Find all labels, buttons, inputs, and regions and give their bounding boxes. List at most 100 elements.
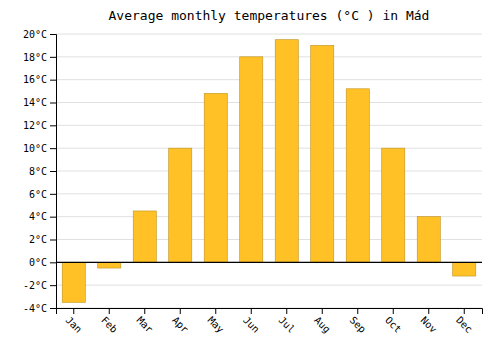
y-tick-label: 2°C [29,234,47,245]
y-tick-mark [50,285,56,286]
y-tick-mark [50,148,56,149]
y-tick-mark [50,240,56,241]
bar [169,148,192,262]
x-tick: Dec [454,308,475,335]
y-tick-label: 4°C [29,211,47,222]
bar [453,262,476,276]
x-tick-label: Jun [241,314,262,335]
bar [98,262,121,268]
grid-line [56,171,482,172]
x-tick-label: Sep [347,314,368,335]
y-axis: -4°C -2°C 0°C 2°C 4°C 6°C 8°C 10°C 12°C 14°C 16°C 1… [23,29,57,314]
y-tick-label: 14°C [23,97,47,108]
bar [62,262,85,302]
bar [240,57,263,262]
bar [346,89,369,263]
y-tick-label: 10°C [23,143,47,154]
x-tick: May [205,308,226,335]
grid [56,34,482,308]
x-tick: Oct [383,308,404,335]
x-tick-label: Nov [418,314,439,335]
y-tick-mark [50,125,56,126]
y-tick-mark [50,103,56,104]
x-tick-mark [464,308,465,314]
grid-line [56,148,482,149]
x-tick: Nov [418,308,439,335]
bar [311,45,334,262]
y-tick: 0°C [29,257,56,268]
x-tick-label: Apr [170,314,191,335]
plot-area: -4°C -2°C 0°C 2°C 4°C 6°C 8°C 10°C 12°C 14°C 16°C 1… [23,29,483,335]
grid-line [56,125,482,126]
x-tick-label: Aug [312,314,333,335]
bar [382,148,405,262]
chart-container: -4°C -2°C 0°C 2°C 4°C 6°C 8°C 10°C 12°C 14°C 16°C 1… [0,0,500,350]
x-tick-mark [393,308,394,314]
x-tick-label: Feb [99,314,120,335]
x-tick-mark [73,308,74,314]
bar [417,217,440,263]
y-tick: 6°C [29,189,56,200]
bar [133,211,156,262]
x-tick-mark [180,308,181,314]
y-tick: 4°C [29,211,56,222]
y-tick: 18°C [23,52,56,63]
x-tick: Jul [276,308,297,335]
grid-line [56,262,482,263]
x-axis: Jan Feb Mar Apr May Jun Jul Aug Sep Oct Nov Dec [57,308,483,335]
x-tick-label: Jan [63,314,84,335]
y-tick-label: 0°C [29,257,47,268]
y-tick: 12°C [23,120,56,131]
y-tick-mark [50,34,56,35]
y-tick-label: 18°C [23,52,47,63]
y-tick: 10°C [23,143,56,154]
y-tick: -4°C [23,303,56,314]
bar [275,40,298,263]
y-tick-mark [50,194,56,195]
x-tick: Mar [134,308,155,335]
y-tick-label: 6°C [29,189,47,200]
grid-line [56,193,482,194]
x-tick-mark [251,308,252,314]
chart-svg: -4°C -2°C 0°C 2°C 4°C 6°C 8°C 10°C 12°C 14°C 16°C 1… [0,0,500,350]
x-tick-mark [286,308,287,314]
x-tick-mark [144,308,145,314]
x-tick: Apr [170,308,191,335]
x-tick-mark [322,308,323,314]
x-tick-label: May [205,314,226,335]
y-tick-mark [50,57,56,58]
x-tick-label: Dec [454,314,475,335]
y-axis-line [50,35,57,309]
x-tick: Jun [241,308,262,335]
x-tick-label: Oct [383,314,404,335]
x-tick-mark [428,308,429,314]
y-tick-label: 20°C [23,29,47,40]
y-tick-mark [50,80,56,81]
grid-line [56,285,482,286]
y-tick-label: 12°C [23,120,47,131]
y-tick-mark [50,308,56,309]
x-tick-mark [215,308,216,314]
y-tick-label: -2°C [23,280,47,291]
grid-line [56,34,482,35]
x-tick-label: Jul [276,314,297,335]
zero-line [56,262,482,263]
y-tick: 2°C [29,234,56,245]
y-tick: -2°C [23,280,56,291]
grid-line [56,79,482,80]
x-tick: Feb [99,308,120,335]
y-tick-mark [50,262,56,263]
x-tick-label: Mar [134,314,155,335]
x-tick: Sep [347,308,368,335]
y-tick-label: 8°C [29,166,47,177]
x-tick: Aug [312,308,333,335]
x-tick-mark [109,308,110,314]
grid-line [56,56,482,57]
x-tick: Jan [63,308,84,335]
y-tick-mark [50,171,56,172]
y-tick-label: 16°C [23,74,47,85]
y-tick: 16°C [23,74,56,85]
title: Average monthly temperatures (°C ) in Má… [109,8,430,23]
y-tick: 20°C [23,29,56,40]
grid-line [56,102,482,103]
